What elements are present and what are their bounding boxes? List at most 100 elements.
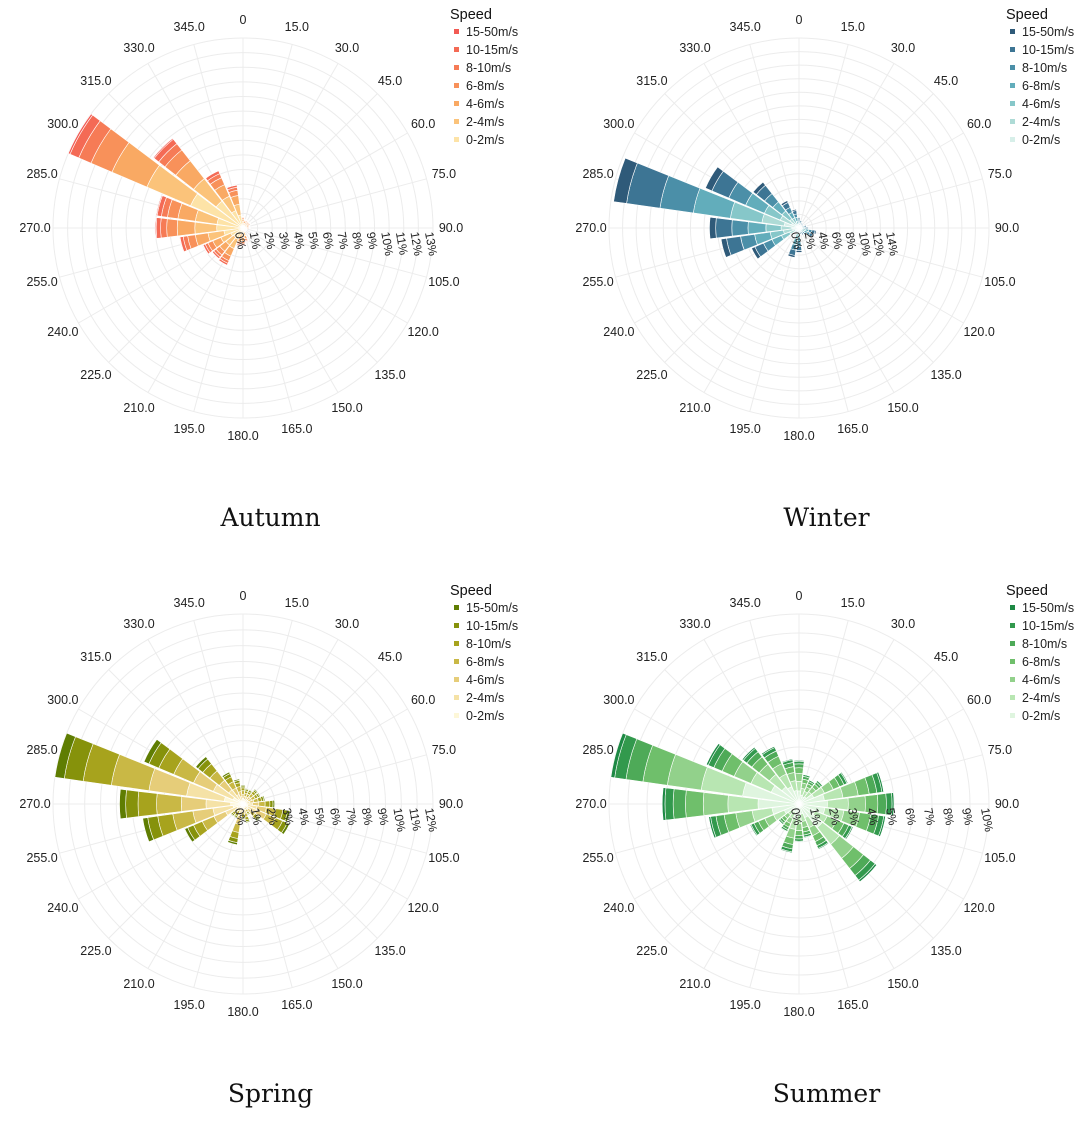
direction-label: 315.0	[636, 650, 667, 664]
legend-label: 4-6m/s	[1022, 97, 1060, 111]
direction-label: 345.0	[174, 20, 205, 34]
legend-swatch	[1010, 47, 1015, 52]
grid-spoke	[799, 133, 964, 228]
legend-swatch	[454, 83, 459, 88]
grid-spoke	[243, 228, 338, 393]
windrose-bar-segment	[808, 227, 809, 229]
direction-label: 330.0	[123, 41, 154, 55]
direction-label: 315.0	[80, 74, 111, 88]
legend-swatch	[1010, 29, 1015, 34]
legend-label: 15-50m/s	[1022, 601, 1074, 615]
grid-spoke	[243, 44, 292, 228]
direction-label: 180.0	[227, 429, 258, 443]
legend-swatch	[1010, 659, 1015, 664]
direction-label: 105.0	[428, 851, 459, 865]
direction-label: 270.0	[575, 797, 606, 811]
grid-spoke	[799, 63, 894, 228]
windrose-bar-segment	[157, 794, 182, 815]
legend-swatch	[454, 119, 459, 124]
direction-label: 120.0	[407, 325, 438, 339]
legend-label: 6-8m/s	[1022, 655, 1060, 669]
direction-label: 300.0	[603, 117, 634, 131]
grid-spoke	[799, 44, 848, 228]
direction-label: 105.0	[984, 275, 1015, 289]
direction-label: 195.0	[174, 422, 205, 436]
legend-label: 0-2m/s	[1022, 709, 1060, 723]
legend-label: 4-6m/s	[466, 673, 504, 687]
legend-label: 6-8m/s	[466, 79, 504, 93]
direction-label: 150.0	[887, 401, 918, 415]
windrose-bar-segment	[126, 790, 139, 818]
legend: Speed15-50m/s10-15m/s8-10m/s6-8m/s4-6m/s…	[1006, 583, 1074, 723]
legend-swatch	[454, 641, 459, 646]
direction-label: 30.0	[891, 617, 915, 631]
direction-label: 255.0	[26, 275, 57, 289]
direction-label: 75.0	[988, 743, 1012, 757]
direction-label: 345.0	[174, 596, 205, 610]
legend-swatch	[454, 713, 459, 718]
windrose-bar-segment	[119, 789, 126, 819]
direction-label: 60.0	[967, 117, 991, 131]
legend-label: 0-2m/s	[466, 709, 504, 723]
direction-label: 45.0	[934, 650, 958, 664]
direction-label: 225.0	[636, 368, 667, 382]
direction-label: 240.0	[603, 901, 634, 915]
legend-swatch	[454, 29, 459, 34]
direction-label: 210.0	[679, 977, 710, 991]
direction-label: 90.0	[995, 797, 1019, 811]
direction-label: 285.0	[582, 167, 613, 181]
legend-label: 2-4m/s	[1022, 691, 1060, 705]
direction-label: 45.0	[934, 74, 958, 88]
radial-tick-labels: 0%2%4%6%8%10%12%14%	[788, 231, 901, 257]
grid-spoke	[799, 179, 983, 228]
direction-label: 15.0	[285, 596, 309, 610]
chart-caption-summer: Summer	[556, 1079, 1083, 1108]
direction-label: 0	[796, 13, 803, 27]
direction-label: 270.0	[19, 797, 50, 811]
direction-label: 90.0	[439, 221, 463, 235]
direction-label: 150.0	[331, 977, 362, 991]
legend-swatch	[1010, 119, 1015, 124]
windrose-bars	[614, 158, 817, 259]
windrose-bar-segment	[794, 841, 803, 842]
direction-label: 135.0	[930, 368, 961, 382]
legend-label: 0-2m/s	[466, 133, 504, 147]
windrose-bar-segment	[806, 225, 807, 227]
legend-label: 10-15m/s	[1022, 43, 1074, 57]
windrose-bar-segment	[794, 760, 805, 761]
direction-label: 150.0	[887, 977, 918, 991]
radial-tick-label: 9%	[375, 807, 392, 827]
grid-spoke	[243, 709, 408, 804]
windrose-bar-segment	[795, 768, 804, 774]
direction-label: 60.0	[411, 693, 435, 707]
windrose-bar-segment	[795, 835, 803, 839]
direction-label: 30.0	[335, 41, 359, 55]
legend: Speed15-50m/s10-15m/s8-10m/s6-8m/s4-6m/s…	[450, 583, 518, 723]
legend-label: 10-15m/s	[466, 43, 518, 57]
windrose-bar-segment	[265, 801, 270, 807]
grid-spoke	[704, 228, 799, 393]
direction-label: 195.0	[730, 422, 761, 436]
windrose-bar-segment	[241, 785, 246, 786]
direction-label: 45.0	[378, 74, 402, 88]
direction-label: 120.0	[407, 901, 438, 915]
chart-caption-spring: Spring	[0, 1079, 541, 1108]
direction-label: 285.0	[26, 167, 57, 181]
radial-tick-label: 10%	[978, 807, 996, 833]
legend-label: 8-10m/s	[466, 637, 511, 651]
windrose-bar-segment	[270, 800, 273, 807]
direction-label: 255.0	[26, 851, 57, 865]
windrose-bars	[55, 733, 290, 845]
windrose-bar-segment	[795, 773, 802, 781]
legend-swatch	[454, 605, 459, 610]
radial-tick-label: 6%	[902, 807, 919, 827]
legend-swatch	[1010, 695, 1015, 700]
radial-tick-label: 10%	[390, 807, 408, 833]
direction-label: 90.0	[439, 797, 463, 811]
direction-label: 105.0	[428, 275, 459, 289]
windrose-chart-autumn: 015.030.045.060.075.090.0105.0120.0135.0…	[0, 0, 541, 556]
direction-label: 165.0	[281, 998, 312, 1012]
direction-label: 300.0	[47, 693, 78, 707]
